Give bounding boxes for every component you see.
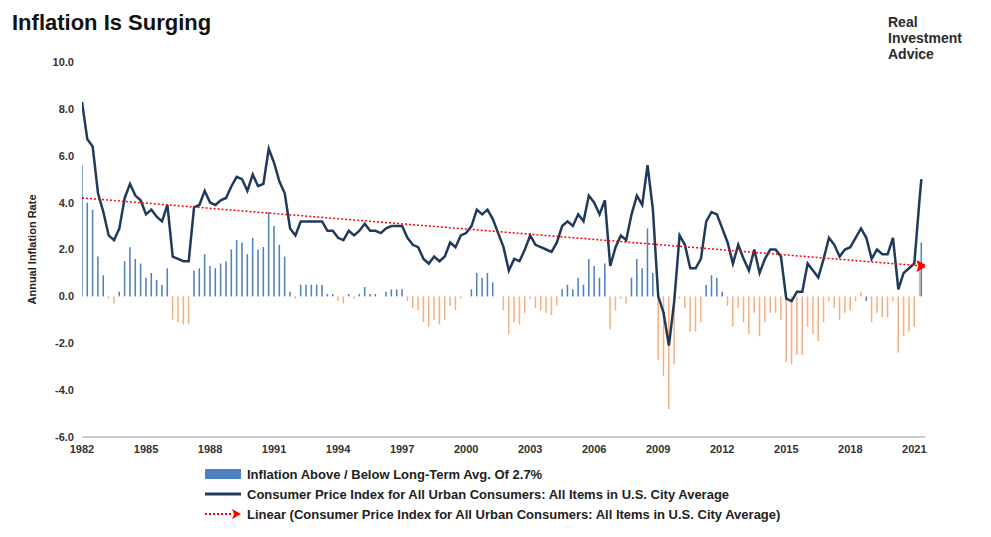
svg-text:2003: 2003 [518,443,542,455]
svg-text:1982: 1982 [70,443,94,455]
svg-text:1991: 1991 [262,443,286,455]
svg-text:2.0: 2.0 [59,243,74,255]
svg-text:2009: 2009 [646,443,670,455]
svg-text:Annual Inflation Rate: Annual Inflation Rate [26,195,38,305]
svg-text:10.0: 10.0 [53,56,74,68]
svg-text:6.0: 6.0 [59,150,74,162]
svg-text:2021: 2021 [902,443,926,455]
svg-text:2015: 2015 [774,443,798,455]
svg-text:2000: 2000 [454,443,478,455]
html-text:Real: Real [888,14,918,30]
html-text:Investment: Investment [888,30,962,46]
html-text:Inflation Is Surging: Inflation Is Surging [12,10,212,35]
svg-text:4.0: 4.0 [59,197,74,209]
svg-text:1985: 1985 [134,443,158,455]
html-text:Linear (Consumer Price Index f: Linear (Consumer Price Index for All Urb… [247,506,781,522]
html-text:Consumer Price Index for All U: Consumer Price Index for All Urban Consu… [247,486,730,502]
svg-text:2012: 2012 [710,443,734,455]
svg-text:2018: 2018 [838,443,862,455]
svg-text:8.0: 8.0 [59,103,74,115]
svg-text:-6.0: -6.0 [55,431,74,443]
svg-text:1994: 1994 [326,443,351,455]
html-text:Advice: Advice [888,46,934,62]
svg-text:2006: 2006 [582,443,606,455]
html-text:Inflation Above / Below Long-T: Inflation Above / Below Long-Term Avg. O… [247,466,543,482]
svg-text:1988: 1988 [198,443,222,455]
svg-text:1997: 1997 [390,443,414,455]
svg-text:-4.0: -4.0 [55,384,74,396]
svg-text:-2.0: -2.0 [55,337,74,349]
svg-text:0.0: 0.0 [59,290,74,302]
